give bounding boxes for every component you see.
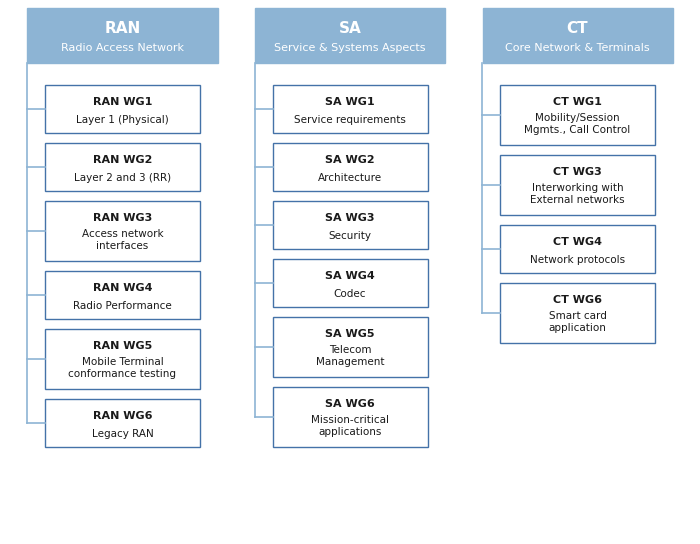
Bar bbox=[272, 201, 428, 249]
Text: Architecture: Architecture bbox=[318, 172, 382, 183]
Text: Radio Access Network: Radio Access Network bbox=[61, 42, 184, 53]
Text: Mobile Terminal
conformance testing: Mobile Terminal conformance testing bbox=[69, 357, 176, 379]
Bar bbox=[27, 8, 218, 63]
Bar bbox=[45, 329, 200, 389]
Text: Layer 2 and 3 (RR): Layer 2 and 3 (RR) bbox=[74, 172, 171, 183]
Text: Mission-critical
applications: Mission-critical applications bbox=[311, 415, 389, 437]
Text: SA WG4: SA WG4 bbox=[325, 271, 375, 281]
Text: RAN WG4: RAN WG4 bbox=[92, 283, 153, 293]
Bar bbox=[500, 155, 655, 215]
Bar bbox=[500, 283, 655, 343]
Bar bbox=[45, 271, 200, 319]
Text: RAN WG1: RAN WG1 bbox=[93, 97, 152, 107]
Text: SA WG5: SA WG5 bbox=[326, 329, 374, 339]
Text: RAN WG2: RAN WG2 bbox=[93, 155, 152, 165]
Bar bbox=[482, 8, 673, 63]
Text: CT WG4: CT WG4 bbox=[553, 237, 602, 247]
Text: SA: SA bbox=[339, 21, 361, 36]
Bar bbox=[272, 387, 428, 447]
Text: Smart card
application: Smart card application bbox=[549, 311, 606, 333]
Text: RAN WG5: RAN WG5 bbox=[93, 341, 152, 351]
Text: RAN WG3: RAN WG3 bbox=[93, 213, 152, 223]
Text: CT WG3: CT WG3 bbox=[553, 167, 602, 177]
Text: Service requirements: Service requirements bbox=[294, 115, 406, 125]
Text: Mobility/Session
Mgmts., Call Control: Mobility/Session Mgmts., Call Control bbox=[524, 113, 631, 135]
Text: RAN WG6: RAN WG6 bbox=[92, 411, 153, 421]
Text: Access network
interfaces: Access network interfaces bbox=[82, 229, 163, 251]
Bar bbox=[272, 85, 428, 133]
Text: Legacy RAN: Legacy RAN bbox=[92, 429, 153, 438]
Text: Service & Systems Aspects: Service & Systems Aspects bbox=[274, 42, 426, 53]
Text: SA WG1: SA WG1 bbox=[326, 97, 374, 107]
Text: Radio Performance: Radio Performance bbox=[73, 300, 172, 311]
Bar bbox=[272, 143, 428, 191]
Bar bbox=[45, 201, 200, 261]
Text: Telecom
Management: Telecom Management bbox=[316, 345, 384, 367]
Text: Layer 1 (Physical): Layer 1 (Physical) bbox=[76, 115, 169, 125]
Bar bbox=[45, 143, 200, 191]
Text: Core Network & Terminals: Core Network & Terminals bbox=[505, 42, 650, 53]
Text: Security: Security bbox=[328, 231, 372, 240]
Bar bbox=[500, 85, 655, 145]
Bar bbox=[500, 225, 655, 273]
Text: RAN: RAN bbox=[104, 21, 141, 36]
Text: SA WG6: SA WG6 bbox=[325, 399, 375, 409]
Text: CT WG6: CT WG6 bbox=[553, 295, 602, 305]
Text: Codec: Codec bbox=[334, 288, 366, 299]
Bar bbox=[45, 85, 200, 133]
Text: Interworking with
External networks: Interworking with External networks bbox=[530, 183, 625, 205]
Text: CT: CT bbox=[567, 21, 588, 36]
Bar bbox=[272, 317, 428, 377]
Text: SA WG3: SA WG3 bbox=[326, 213, 374, 223]
Text: CT WG1: CT WG1 bbox=[553, 97, 602, 107]
Text: Network protocols: Network protocols bbox=[530, 255, 625, 264]
Bar bbox=[272, 259, 428, 307]
Bar bbox=[255, 8, 445, 63]
Text: SA WG2: SA WG2 bbox=[326, 155, 374, 165]
Bar bbox=[45, 399, 200, 447]
